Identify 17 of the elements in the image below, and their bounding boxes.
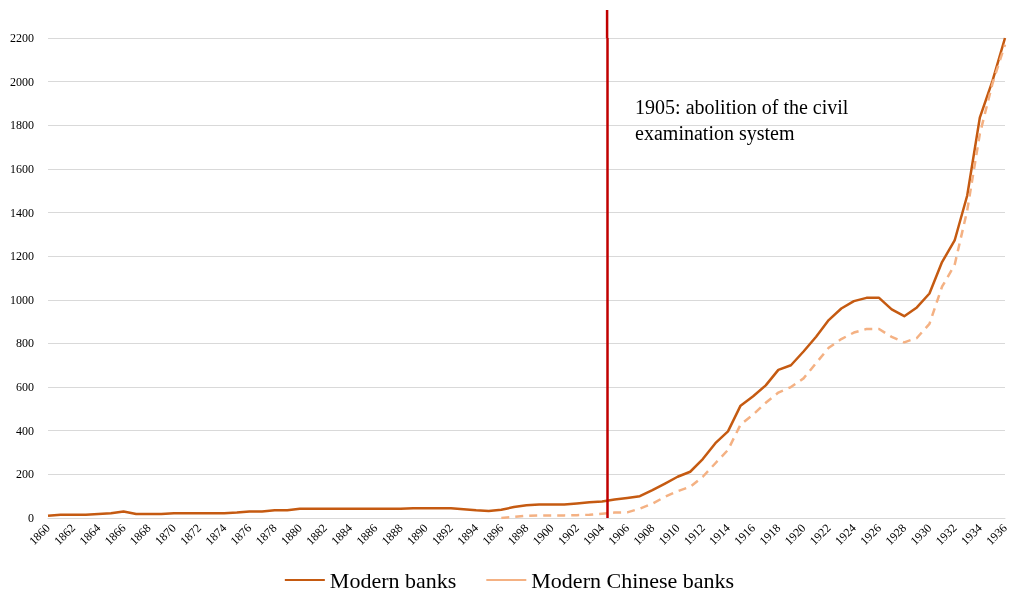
y-tick-label: 1200 (10, 249, 34, 264)
ref-line-label: 1905: abolition of the civil examination system (635, 96, 854, 145)
y-tick-label: 200 (16, 467, 34, 482)
line-series (46, 36, 1007, 518)
y-tick-label: 2000 (10, 74, 34, 89)
y-tick-label: 800 (16, 336, 34, 351)
line-series (500, 43, 1007, 520)
y-tick-label: 2200 (10, 31, 34, 45)
legend-label: Modern banks (329, 567, 457, 593)
y-tick-label: 1600 (10, 161, 34, 176)
y-tick-label: 1000 (10, 292, 34, 307)
y-tick-label: 1800 (10, 118, 34, 133)
y-tick-label: 600 (16, 380, 34, 395)
legend-label: Modern Chinese banks (531, 567, 735, 593)
y-tick-label: 1400 (10, 205, 34, 220)
y-tick-label: 0 (28, 511, 34, 525)
y-tick-label: 400 (16, 423, 34, 438)
